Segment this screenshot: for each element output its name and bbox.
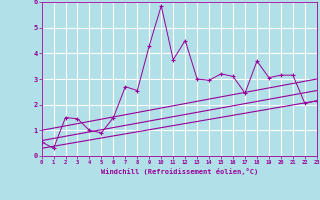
X-axis label: Windchill (Refroidissement éolien,°C): Windchill (Refroidissement éolien,°C) (100, 168, 258, 175)
